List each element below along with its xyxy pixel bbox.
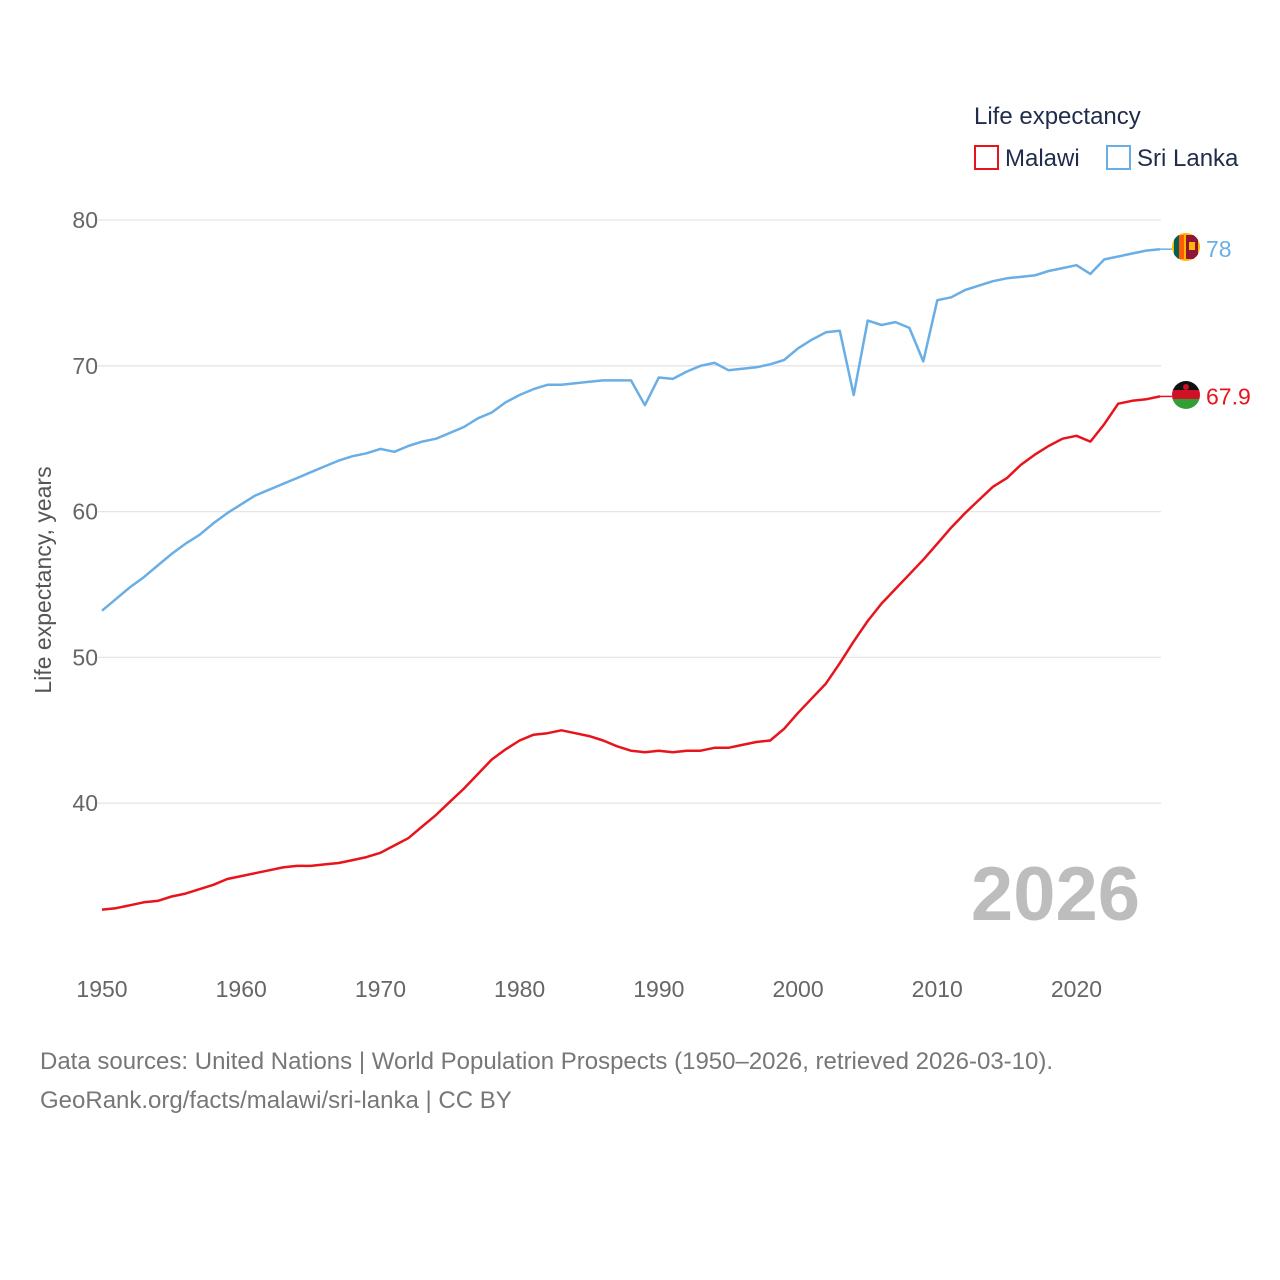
y-tick-label-60: 60 <box>72 499 98 525</box>
legend-swatch-malawi <box>974 145 999 170</box>
series-lines: 67.9 78 <box>101 236 1251 911</box>
gridlines <box>98 219 1161 804</box>
x-tick-label-2010: 2010 <box>912 976 963 1002</box>
data-source: Data sources: United Nations | World Pop… <box>40 1042 1260 1120</box>
x-tick-label-1970: 1970 <box>355 976 406 1002</box>
end-value-label-sri-lanka: 78 <box>1206 236 1232 262</box>
y-tick-label-80: 80 <box>72 207 98 233</box>
current-year-label: 2026 <box>971 852 1140 937</box>
legend-swatch-sri-lanka <box>1106 145 1131 170</box>
x-tick-label-1960: 1960 <box>216 976 267 1002</box>
y-tick-label-70: 70 <box>72 353 98 379</box>
x-tick-label-2000: 2000 <box>772 976 823 1002</box>
y-tick-label-40: 40 <box>72 790 98 816</box>
series-line-sri-lanka[interactable] <box>101 247 1161 612</box>
series-line-malawi[interactable] <box>101 395 1161 911</box>
source-line-1: Data sources: United Nations | World Pop… <box>40 1048 1054 1075</box>
x-tick-label-2020: 2020 <box>1051 976 1102 1002</box>
x-axis-ticks: 1950 1960 1970 1980 1990 2000 2010 2020 <box>76 976 1102 1002</box>
x-tick-label-1950: 1950 <box>76 976 127 1002</box>
source-line-2[interactable]: GeoRank.org/facts/malawi/sri-lanka | CC … <box>40 1087 512 1114</box>
legend-item-sri-lanka[interactable]: Sri Lanka <box>1106 145 1239 172</box>
y-axis-title: Life expectancy, years <box>30 466 56 693</box>
malawi-flag-icon <box>1172 381 1200 409</box>
x-tick-label-1980: 1980 <box>494 976 545 1002</box>
legend-title: Life expectancy <box>974 103 1141 130</box>
legend-item-malawi[interactable]: Malawi <box>974 145 1080 172</box>
legend[interactable]: Life expectancy Malawi Sri Lanka <box>974 103 1239 172</box>
legend-label-sri-lanka: Sri Lanka <box>1137 145 1239 172</box>
life-expectancy-chart: 40 50 60 70 80 1950 1960 1970 1980 1990 2000 2010 2… <box>30 103 1251 1002</box>
end-value-label-malawi: 67.9 <box>1206 383 1251 409</box>
x-tick-label-1990: 1990 <box>633 976 684 1002</box>
sri-lanka-flag-icon <box>1172 233 1200 261</box>
y-tick-label-50: 50 <box>72 644 98 670</box>
legend-label-malawi: Malawi <box>1005 145 1080 172</box>
y-axis-ticks: 40 50 60 70 80 <box>72 207 98 816</box>
